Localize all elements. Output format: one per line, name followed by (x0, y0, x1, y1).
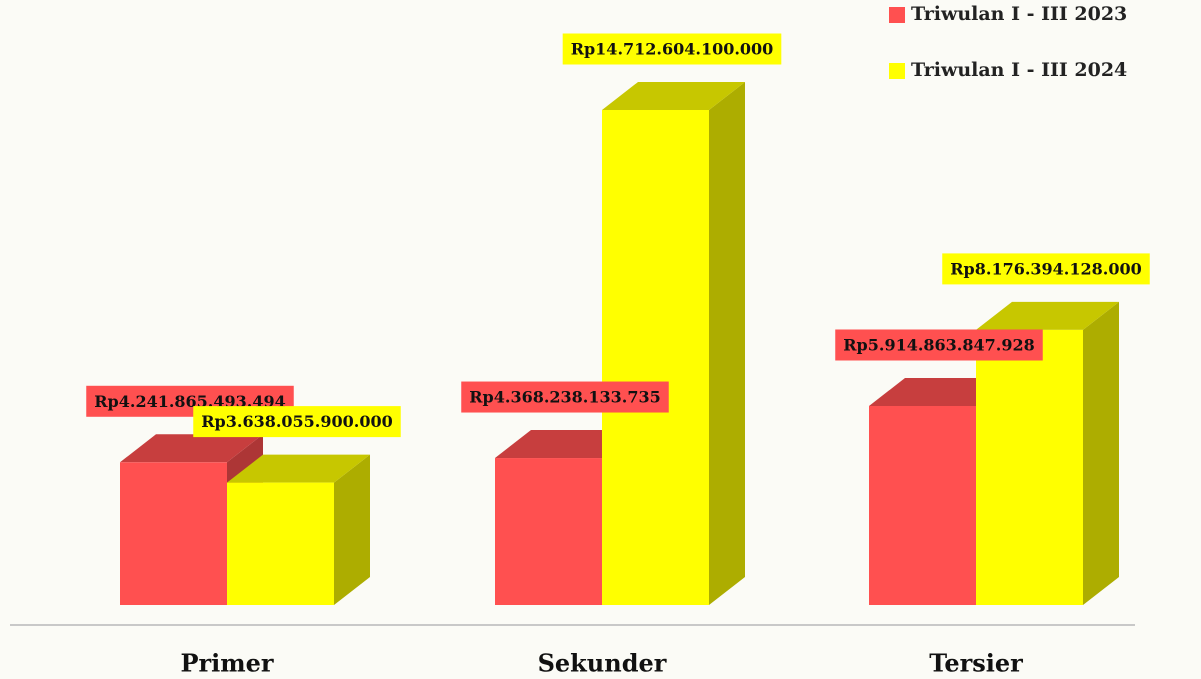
bar (227, 483, 334, 605)
bar-side (1083, 302, 1119, 605)
category-label: Primer (180, 649, 273, 678)
value-label-group: Rp5.914.863.847.928 (835, 329, 1043, 360)
legend-label: Triwulan I - III 2024 (911, 59, 1127, 81)
value-label: Rp4.368.238.133.735 (469, 388, 661, 407)
value-label: Rp8.176.394.128.000 (950, 259, 1142, 278)
bar (120, 462, 227, 605)
bar (495, 458, 602, 605)
bar (976, 330, 1083, 605)
value-label-group: Rp8.176.394.128.000 (942, 253, 1150, 284)
value-label: Rp3.638.055.900.000 (201, 412, 393, 431)
legend-swatch (889, 7, 905, 23)
category-label: Sekunder (538, 649, 667, 678)
legend-label: Triwulan I - III 2023 (911, 3, 1127, 25)
legend-swatch (889, 63, 905, 79)
bar-side (709, 82, 745, 605)
category-label: Tersier (929, 649, 1023, 678)
value-label-group: Rp3.638.055.900.000 (193, 406, 401, 437)
value-label: Rp5.914.863.847.928 (843, 335, 1035, 354)
value-label-group: Rp14.712.604.100.000 (563, 34, 782, 65)
bar (602, 110, 709, 605)
value-label: Rp14.712.604.100.000 (571, 40, 774, 59)
chart: PrimerSekunderTersierRp4.241.865.493.494… (0, 0, 1201, 679)
value-label-group: Rp4.368.238.133.735 (461, 382, 669, 413)
bar (869, 406, 976, 605)
